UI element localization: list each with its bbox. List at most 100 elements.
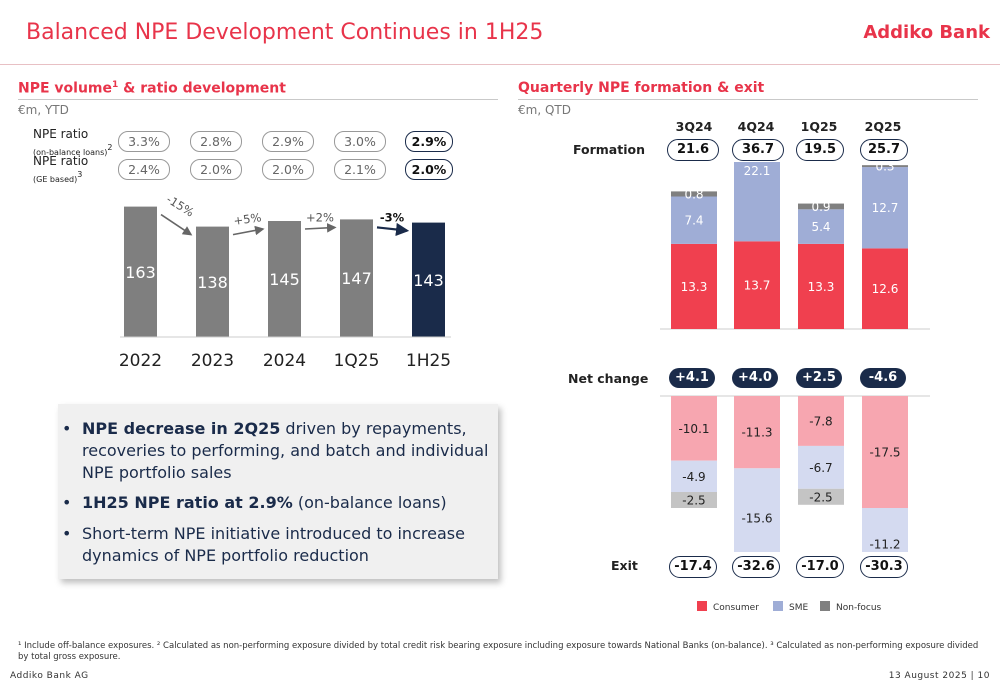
formation-label: Formation [573, 142, 645, 157]
formation-total: 36.7 [732, 139, 784, 161]
legend-label: Consumer [713, 603, 759, 613]
formation-value-label: 22.1 [744, 164, 771, 178]
change-label: -15% [164, 195, 197, 220]
exit-bar-sme [862, 508, 908, 552]
bullet-dot: • [62, 419, 72, 438]
formation-bar-nonfocus [798, 203, 844, 210]
x-tick-label: 1H25 [406, 351, 451, 371]
npe-ratio-ge-label: NPE ratio (GE based)3 [33, 155, 88, 186]
legend-nonfocus: Non-focus [820, 601, 881, 613]
net-change-value: -4.6 [860, 368, 906, 388]
exit-bar-consumer [734, 396, 780, 469]
quarter-header: 4Q24 [737, 119, 775, 134]
exit-value-label: -11.3 [741, 426, 772, 440]
right-section-unit: €m, QTD [518, 103, 571, 117]
legend-swatch [820, 601, 830, 611]
npe-ratio-sup-2: 3 [77, 170, 83, 179]
npe-volume-bar [268, 221, 301, 337]
formation-value-label: 5.4 [811, 220, 830, 234]
exit-value-label: -2.5 [809, 490, 832, 504]
npe-volume-bar [412, 222, 445, 337]
exit-value-label: -6.7 [809, 461, 832, 475]
brand-logo: Addiko Bank [863, 22, 990, 43]
npe-ratio-label-1: NPE ratio [33, 127, 89, 141]
formation-value-label: 0.9 [811, 200, 830, 214]
change-arrow [232, 225, 265, 236]
bullet-dot: • [62, 524, 72, 543]
formation-value-label: 13.7 [744, 279, 771, 293]
legend-sme: SME [773, 601, 808, 613]
legend-swatch [773, 601, 783, 611]
formation-bar-consumer [862, 248, 908, 329]
npe-volume-chart: 163 2022 138 2023 145 2024 147 1Q25 143 1H25 -15% +… [119, 195, 451, 371]
formation-value-label: 0.3 [875, 162, 894, 174]
formation-bar-consumer [671, 243, 717, 329]
quarter-header: 1Q25 [800, 119, 838, 134]
key-messages-box: • NPE decrease in 2Q25 driven by repayme… [58, 404, 498, 579]
exit-label: Exit [611, 558, 638, 573]
formation-value-label: 13.3 [681, 280, 708, 294]
right-section-title: Quarterly NPE formation & exit [518, 80, 765, 96]
npe-ratio-ge-pill: 2.1% [334, 159, 386, 180]
exit-value-label: -17.5 [869, 446, 900, 460]
bullet-bold: NPE decrease in 2Q25 [82, 419, 281, 438]
formation-bar-sme [862, 167, 908, 249]
change-arrow [160, 213, 193, 236]
exit-value-label: -11.2 [869, 537, 900, 551]
npe-ratio-on-balance-label: NPE ratio (on-balance loans)2 [33, 128, 112, 159]
npe-ratio-pill: 2.8% [190, 131, 242, 152]
bullet-rest: (on-balance loans) [292, 493, 447, 512]
x-tick-label: 2023 [191, 351, 234, 371]
change-arrow [376, 222, 410, 236]
exit-total: -17.4 [669, 556, 717, 578]
x-tick-label: 2022 [119, 351, 162, 371]
formation-value-label: 12.7 [872, 201, 899, 215]
exit-bar-sme [798, 445, 844, 489]
legend-label: Non-focus [836, 603, 882, 613]
bar-value-label: 138 [197, 273, 228, 292]
exit-value-label: -10.1 [678, 422, 709, 436]
formation-bar-sme [798, 209, 844, 244]
formation-bar-consumer [734, 241, 780, 329]
exit-bar-sme [671, 460, 717, 492]
quarter-header: 2Q25 [864, 119, 902, 134]
exit-total: -17.0 [796, 556, 844, 578]
exit-bar-consumer [862, 396, 908, 508]
exit-total: -32.6 [732, 556, 780, 578]
exit-bar-sme [734, 468, 780, 552]
bullet-rest: driven by repayments, recoveries to perf… [82, 419, 489, 482]
npe-ratio-sub-1: (on-balance loans) [33, 148, 108, 157]
change-label: -3% [380, 210, 405, 224]
exit-value-label: -4.9 [682, 470, 705, 484]
formation-total: 21.6 [667, 139, 719, 161]
left-section-unit: €m, YTD [18, 103, 69, 117]
exit-value-label: -15.6 [741, 512, 772, 526]
formation-total: 19.5 [796, 139, 844, 161]
change-arrow [304, 223, 337, 233]
left-section-title-main: NPE volume [18, 80, 113, 97]
npe-formation-exit-chart: 13.3 7.4 0.8 -10.1 -4.9 -2.5 13.7 22.1 0.9 -11.3 -… [660, 162, 930, 552]
legend-label: SME [789, 603, 809, 613]
header-divider [0, 64, 1000, 65]
footer-company: Addiko Bank AG [10, 671, 89, 681]
net-change-value: +4.1 [669, 368, 715, 388]
bullet-text: NPE decrease in 2Q25 driven by repayment… [82, 418, 492, 484]
npe-volume-bar [124, 206, 157, 337]
npe-volume-bar [196, 226, 229, 337]
bullet-text: 1H25 NPE ratio at 2.9% (on-balance loans… [82, 492, 492, 514]
net-change-label: Net change [568, 371, 649, 386]
net-change-value: +2.5 [796, 368, 842, 388]
exit-bar-consumer [671, 396, 717, 461]
bullet-text: Short-term NPE initiative introduced to … [82, 524, 465, 565]
formation-total: 25.7 [860, 139, 908, 161]
exit-total: -30.3 [860, 556, 908, 578]
bar-value-label: 145 [269, 270, 300, 289]
npe-ratio-ge-pill: 2.0% [262, 159, 314, 180]
exit-bar-nonfocus [671, 492, 717, 508]
left-section-rule [18, 99, 498, 100]
change-label: +5% [233, 210, 263, 228]
formation-bar-nonfocus [862, 165, 908, 168]
exit-value-label: -2.5 [682, 494, 705, 508]
npe-ratio-pill-highlight: 2.9% [405, 131, 453, 152]
footer-date-page: 13 August 2025 | 10 [888, 671, 990, 681]
